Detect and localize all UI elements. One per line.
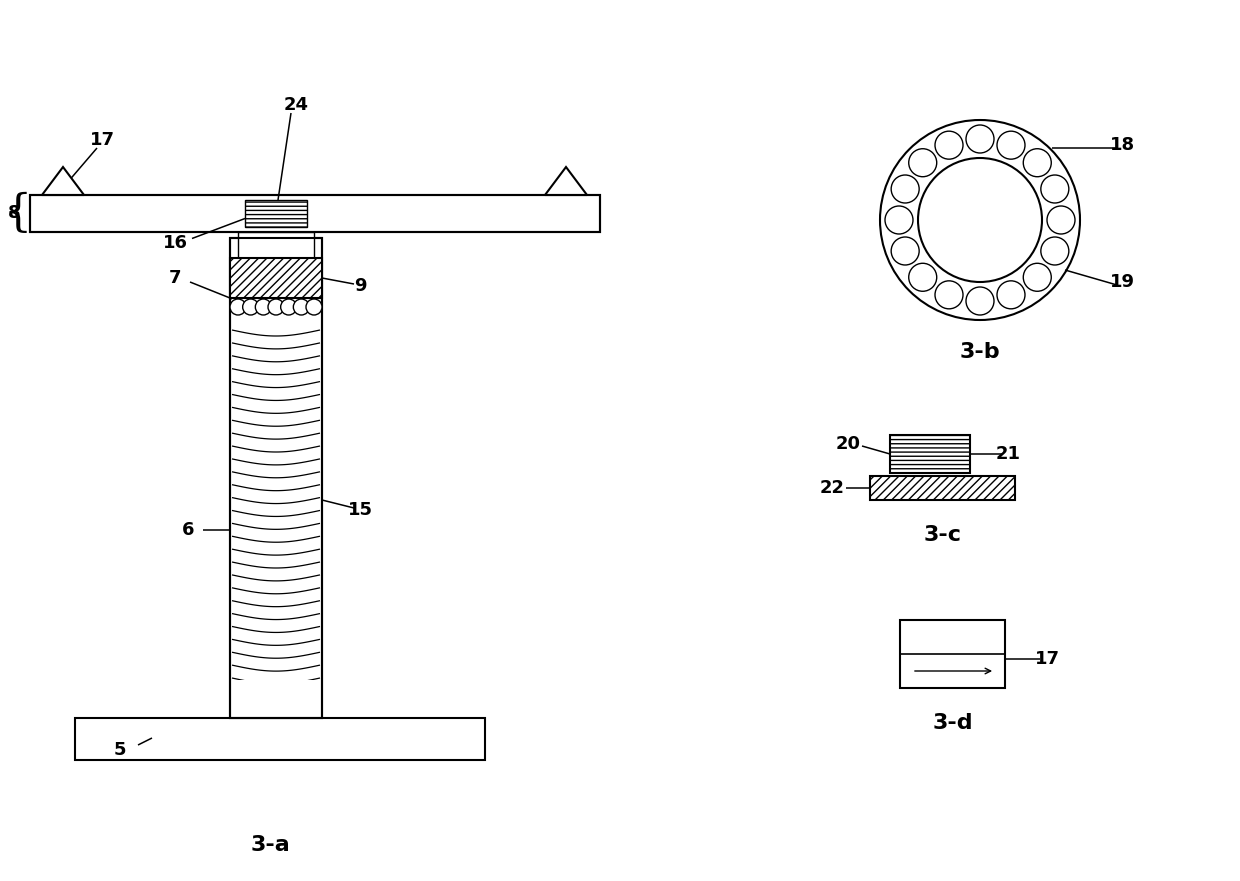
Circle shape <box>1023 263 1052 292</box>
Circle shape <box>935 131 963 159</box>
Text: 21: 21 <box>996 445 1021 463</box>
Text: 20: 20 <box>836 435 861 453</box>
Text: 17: 17 <box>89 131 114 149</box>
Text: 3-d: 3-d <box>932 713 973 733</box>
Text: 22: 22 <box>820 479 844 497</box>
Text: 3-b: 3-b <box>960 342 1001 362</box>
Circle shape <box>909 263 936 292</box>
Circle shape <box>306 299 322 315</box>
Circle shape <box>966 125 994 153</box>
Bar <box>900 620 1004 688</box>
Circle shape <box>892 175 919 203</box>
Circle shape <box>935 281 963 309</box>
Text: 9: 9 <box>353 277 366 295</box>
Circle shape <box>229 299 246 315</box>
Polygon shape <box>42 167 84 195</box>
Circle shape <box>885 206 913 234</box>
Polygon shape <box>546 167 587 195</box>
Text: 16: 16 <box>162 234 187 253</box>
Circle shape <box>997 281 1025 309</box>
Circle shape <box>892 237 919 265</box>
Bar <box>30 195 600 232</box>
Circle shape <box>1047 206 1075 234</box>
Circle shape <box>1040 175 1069 203</box>
Circle shape <box>280 299 296 315</box>
Circle shape <box>909 149 936 177</box>
Circle shape <box>243 299 259 315</box>
Text: 8: 8 <box>7 204 21 223</box>
Text: 18: 18 <box>1110 136 1135 154</box>
Text: 5: 5 <box>114 741 126 759</box>
Bar <box>74 718 485 760</box>
Circle shape <box>1023 149 1052 177</box>
Bar <box>890 435 970 473</box>
Text: {: { <box>4 192 32 235</box>
Circle shape <box>966 287 994 315</box>
Bar <box>229 258 322 298</box>
Bar <box>229 238 322 718</box>
Text: 6: 6 <box>182 521 195 539</box>
Text: 17: 17 <box>1034 650 1059 668</box>
Circle shape <box>294 299 309 315</box>
Text: 3-a: 3-a <box>250 835 290 855</box>
Text: 24: 24 <box>284 96 309 114</box>
Circle shape <box>255 299 272 315</box>
Circle shape <box>997 131 1025 159</box>
Text: 3-c: 3-c <box>924 525 961 545</box>
Bar <box>246 200 308 227</box>
Bar <box>238 232 314 258</box>
Text: 7: 7 <box>169 269 181 287</box>
Circle shape <box>268 299 284 315</box>
Circle shape <box>1040 237 1069 265</box>
Text: 19: 19 <box>1110 273 1135 291</box>
Bar <box>232 240 320 328</box>
Bar <box>229 238 322 718</box>
Bar <box>870 476 1016 500</box>
Bar <box>30 195 600 232</box>
Text: 15: 15 <box>347 501 372 519</box>
Circle shape <box>880 120 1080 320</box>
Circle shape <box>918 158 1042 282</box>
Bar <box>232 680 320 716</box>
